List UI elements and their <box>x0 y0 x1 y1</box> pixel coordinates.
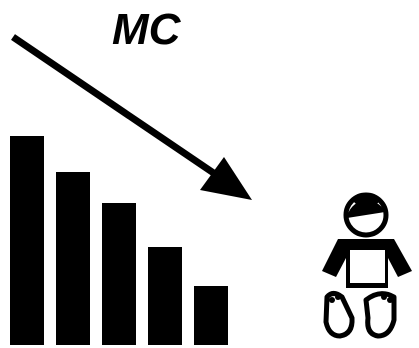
baby-feet <box>323 291 397 339</box>
baby-icon <box>322 192 412 339</box>
bar-2 <box>56 172 90 345</box>
bar-1 <box>10 136 44 345</box>
baby-body <box>322 239 412 288</box>
bar-3 <box>102 203 136 345</box>
diagram-label: MC <box>112 5 182 54</box>
bar-5 <box>194 286 228 345</box>
baby-head <box>343 192 389 238</box>
bar-4 <box>148 247 182 345</box>
arrow-down-right-icon <box>11 34 252 200</box>
decreasing-bars-icon <box>10 136 228 345</box>
